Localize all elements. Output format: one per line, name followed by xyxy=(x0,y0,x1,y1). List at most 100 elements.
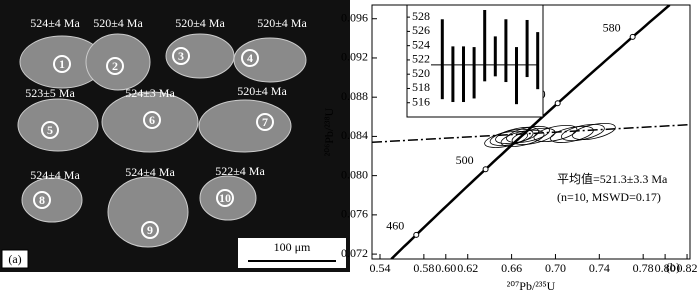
spot-number: 1 xyxy=(59,57,65,71)
annotation: (n=10, MSWD=0.17) xyxy=(557,190,661,204)
grain-age: 522±4 Ma xyxy=(215,164,265,178)
inset-tick-label: 528 xyxy=(412,9,430,23)
plot-area xyxy=(372,5,690,259)
age-label: 500 xyxy=(456,153,474,167)
age-bar xyxy=(462,46,465,103)
spot-circle xyxy=(33,191,51,209)
spot-number: 7 xyxy=(262,115,268,129)
zircon-grain xyxy=(233,37,307,83)
inset-tick-label: 522 xyxy=(412,52,430,66)
zircon-grain xyxy=(198,99,292,153)
spot-circle xyxy=(241,49,259,67)
zircon-grain xyxy=(199,175,257,221)
error-ellipse xyxy=(571,122,616,141)
error-ellipse xyxy=(533,124,578,142)
panel-label: (a) xyxy=(8,252,21,266)
zircon-grain xyxy=(17,98,99,152)
age-bar xyxy=(504,19,508,83)
inset-tick-label: 524 xyxy=(412,37,430,51)
x-tick-label: 0.62 xyxy=(457,261,478,275)
age-marker xyxy=(482,166,489,173)
grain-age: 520±4 Ma xyxy=(175,16,225,30)
age-marker xyxy=(554,100,561,107)
spot-number: 5 xyxy=(47,123,53,137)
panel-label-box xyxy=(1,249,29,269)
age-marker xyxy=(413,231,420,238)
x-tick-label: 0.66 xyxy=(501,261,522,275)
spot-number: 10 xyxy=(219,191,231,205)
spot-number: 8 xyxy=(39,193,45,207)
zircon-grain xyxy=(107,176,189,248)
spot-circle xyxy=(256,113,274,131)
grain-age: 520±4 Ma xyxy=(93,16,143,30)
spot-circle xyxy=(143,111,161,129)
age-bar xyxy=(440,19,444,100)
x-tick-label: 0.70 xyxy=(545,261,566,275)
spot-circle xyxy=(216,189,234,207)
zircon-grain xyxy=(21,177,83,223)
y-axis-label: ²⁰⁶Pb/²³⁸U xyxy=(322,107,336,156)
error-ellipse xyxy=(489,128,534,146)
zircon-grain xyxy=(101,91,199,153)
y-tick-label: 0.092 xyxy=(341,50,368,64)
error-ellipse xyxy=(506,125,550,143)
y-tick-label: 0.084 xyxy=(341,128,368,142)
x-tick-label: 0.60 xyxy=(435,261,456,275)
x-tick-label: 0.78 xyxy=(633,261,654,275)
annotation: 平均值=521.3±3.3 Ma xyxy=(557,171,668,186)
age-marker xyxy=(629,33,636,40)
x-tick-label: 0.80 xyxy=(655,261,676,275)
x-tick-label: 0.54 xyxy=(370,261,391,275)
age-bar xyxy=(536,32,540,90)
age-bar xyxy=(483,9,487,82)
spot-number: 6 xyxy=(149,113,155,127)
y-tick-label: 0.080 xyxy=(341,167,368,181)
age-bar xyxy=(451,46,455,103)
x-tick-label: 0.82 xyxy=(677,261,698,275)
grain-age: 520±4 Ma xyxy=(257,16,307,30)
grain-age: 523±5 Ma xyxy=(25,86,75,100)
inset-tick-label: 526 xyxy=(412,23,430,37)
spot-circle xyxy=(41,121,59,139)
spot-circle xyxy=(141,221,159,239)
grain-age: 524±4 Ma xyxy=(30,168,80,182)
spot-number: 9 xyxy=(147,223,153,237)
spot-circle xyxy=(53,55,71,73)
grain-age: 520±4 Ma xyxy=(237,84,287,98)
error-ellipse xyxy=(550,125,594,143)
discordia-line xyxy=(372,123,690,144)
age-bar xyxy=(525,19,529,78)
x-tick-label: 0.74 xyxy=(589,261,610,275)
inset-tick-label: 518 xyxy=(412,80,430,94)
spot-number: 4 xyxy=(247,51,253,65)
grain-age: 524±4 Ma xyxy=(125,165,175,179)
grain-age: 524±4 Ma xyxy=(30,16,80,30)
x-axis-label: ²⁰⁷Pb/²³⁵U xyxy=(507,279,556,293)
age-bar xyxy=(493,36,497,77)
age-bar xyxy=(515,47,518,105)
scale-bar-label: 100 μm xyxy=(274,240,311,254)
error-ellipse xyxy=(500,129,545,147)
y-tick-label: 0.072 xyxy=(341,246,368,260)
age-label: 460 xyxy=(386,219,404,233)
zircon-grain xyxy=(85,33,151,91)
scale-box xyxy=(238,238,346,268)
error-ellipse xyxy=(560,123,605,142)
age-bar xyxy=(472,47,476,99)
spot-circle xyxy=(106,57,124,75)
y-tick-label: 0.088 xyxy=(341,89,368,103)
x-tick-label: 0.58 xyxy=(413,261,434,275)
y-tick-label: 0.076 xyxy=(341,207,368,221)
zircon-grain xyxy=(165,33,235,79)
grain-age: 524±3 Ma xyxy=(125,86,175,100)
spot-number: 2 xyxy=(112,59,118,73)
age-label: 580 xyxy=(603,21,621,35)
spot-number: 3 xyxy=(178,49,184,63)
y-tick-label: 0.096 xyxy=(341,10,368,24)
inset-tick-label: 516 xyxy=(412,94,430,108)
panel-label: (b) xyxy=(666,260,680,274)
spot-circle xyxy=(172,47,190,65)
inset-tick-label: 520 xyxy=(412,66,430,80)
